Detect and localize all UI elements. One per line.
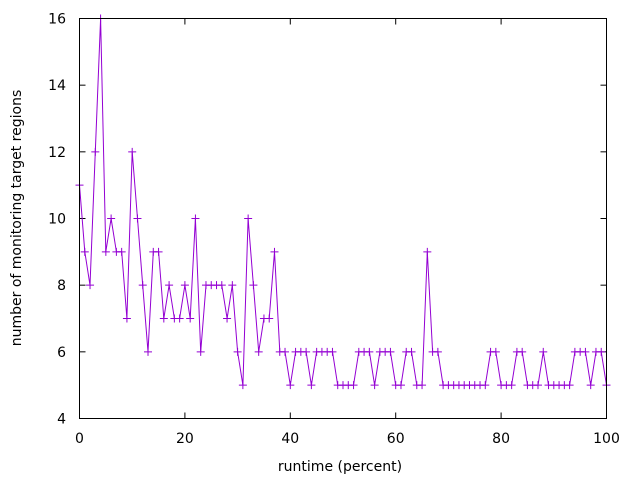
y-tick-label: 8 <box>57 278 66 294</box>
data-point <box>565 381 574 390</box>
data-point <box>507 381 516 390</box>
data-point <box>581 347 590 356</box>
series-line <box>79 18 607 386</box>
data-point <box>365 347 374 356</box>
y-tick-label: 14 <box>48 78 66 94</box>
plot-border <box>79 18 607 419</box>
data-point <box>533 381 542 390</box>
data-point <box>80 247 89 256</box>
x-tick-label: 20 <box>176 431 194 447</box>
x-tick-label: 100 <box>593 431 620 447</box>
data-point <box>101 247 110 256</box>
data-point <box>180 281 189 290</box>
data-point <box>186 314 195 323</box>
data-point <box>302 347 311 356</box>
data-point <box>117 247 126 256</box>
data-point <box>228 281 237 290</box>
data-point <box>238 381 247 390</box>
data-point <box>233 347 242 356</box>
data-point <box>165 281 174 290</box>
data-point <box>217 281 226 290</box>
y-tick-label: 10 <box>48 212 66 228</box>
x-tick-label: 0 <box>75 431 84 447</box>
data-point <box>265 314 274 323</box>
data-point <box>481 381 490 390</box>
series <box>75 14 611 390</box>
data-point <box>307 381 316 390</box>
data-point <box>396 381 405 390</box>
data-point <box>175 314 184 323</box>
y-tick-label: 6 <box>57 345 66 361</box>
data-point <box>433 347 442 356</box>
y-axis-label: number of monitoring target regions <box>9 90 25 347</box>
data-point <box>423 247 432 256</box>
data-point <box>270 247 279 256</box>
data-point <box>597 347 606 356</box>
data-point <box>407 347 416 356</box>
data-point <box>159 314 168 323</box>
data-point <box>128 147 137 156</box>
data-point <box>133 214 142 223</box>
y-tick-label: 12 <box>48 145 66 161</box>
data-point <box>518 347 527 356</box>
data-point <box>349 381 358 390</box>
data-point <box>223 314 232 323</box>
data-point <box>539 347 548 356</box>
y-tick-label: 4 <box>57 412 66 428</box>
data-point <box>86 281 95 290</box>
data-point <box>249 281 258 290</box>
data-point <box>138 281 147 290</box>
data-point <box>191 214 200 223</box>
data-point <box>328 347 337 356</box>
data-point <box>254 347 263 356</box>
data-point <box>370 381 379 390</box>
data-point <box>144 347 153 356</box>
data-point <box>107 214 116 223</box>
data-point <box>244 214 253 223</box>
y-tick-label: 16 <box>48 12 66 28</box>
x-axis-label: runtime (percent) <box>278 459 402 475</box>
data-point <box>286 381 295 390</box>
data-point <box>418 381 427 390</box>
data-point <box>196 347 205 356</box>
data-point <box>586 381 595 390</box>
data-point <box>154 247 163 256</box>
data-point <box>281 347 290 356</box>
x-tick-label: 60 <box>387 431 405 447</box>
data-point <box>122 314 131 323</box>
data-point <box>386 347 395 356</box>
data-point <box>491 347 500 356</box>
data-point <box>91 147 100 156</box>
x-tick-label: 40 <box>281 431 299 447</box>
x-tick-label: 80 <box>492 431 510 447</box>
